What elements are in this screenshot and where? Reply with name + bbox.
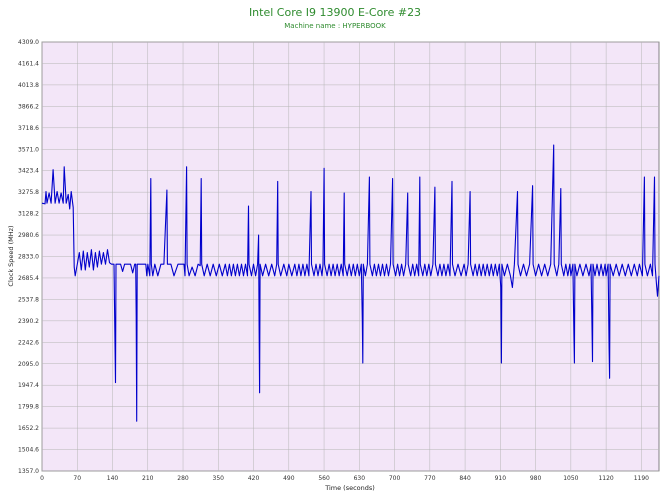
y-tick-label: 1504.6 (18, 447, 39, 454)
y-tick-label: 3275.8 (18, 189, 39, 196)
y-tick-label: 3866.2 (18, 103, 39, 110)
x-axis-label: Time (seconds) (324, 484, 375, 492)
y-tick-label: 2242.6 (18, 339, 39, 346)
x-tick-label: 770 (424, 475, 436, 482)
chart-title: Intel Core I9 13900 E-Core #23 (249, 6, 421, 19)
y-tick-label: 4013.8 (18, 82, 39, 89)
x-tick-label: 210 (142, 475, 154, 482)
x-tick-label: 70 (73, 475, 81, 482)
x-tick-label: 420 (248, 475, 260, 482)
y-tick-label: 4309.0 (18, 39, 39, 46)
y-tick-label: 2390.2 (18, 318, 39, 325)
y-tick-label: 1652.2 (18, 425, 39, 432)
y-axis-label: Clock Speed (MHz) (7, 225, 15, 286)
y-tick-label: 4161.4 (18, 60, 39, 67)
y-tick-label: 2833.0 (18, 254, 39, 261)
x-tick-label: 1120 (598, 475, 613, 482)
x-tick-label: 490 (283, 475, 295, 482)
x-axis-ticks: 0 70 140 210 280 350 420 490 560 630 700 770 840 910 9… (40, 475, 649, 482)
y-tick-label: 3571.0 (18, 146, 39, 153)
y-tick-label: 1947.4 (18, 382, 39, 389)
grid-lines (41, 41, 659, 472)
y-tick-label: 2685.4 (18, 275, 39, 282)
x-tick-label: 980 (530, 475, 542, 482)
x-tick-label: 0 (40, 475, 44, 482)
y-tick-label: 2980.6 (18, 232, 39, 239)
chart-subtitle: Machine name : HYPERBOOK (284, 22, 386, 30)
x-tick-label: 350 (213, 475, 225, 482)
y-tick-label: 1357.0 (18, 468, 39, 475)
x-tick-label: 1190 (634, 475, 649, 482)
y-tick-label: 2095.0 (18, 361, 39, 368)
x-tick-label: 840 (459, 475, 471, 482)
x-tick-label: 630 (354, 475, 366, 482)
x-tick-label: 140 (107, 475, 119, 482)
x-tick-label: 700 (389, 475, 401, 482)
y-tick-label: 2537.8 (18, 296, 39, 303)
y-tick-label: 1799.8 (18, 404, 39, 411)
x-tick-label: 280 (177, 475, 189, 482)
x-tick-label: 1050 (563, 475, 578, 482)
y-axis-ticks: 1357.0 1504.6 1652.2 1799.8 1947.4 2095.0 2242… (18, 39, 39, 475)
x-tick-label: 560 (318, 475, 330, 482)
y-tick-label: 3718.6 (18, 125, 39, 132)
y-tick-label: 3128.2 (18, 211, 39, 218)
clock-speed-series-line (41, 144, 660, 422)
y-tick-label: 3423.4 (18, 168, 39, 175)
x-tick-label: 910 (495, 475, 507, 482)
